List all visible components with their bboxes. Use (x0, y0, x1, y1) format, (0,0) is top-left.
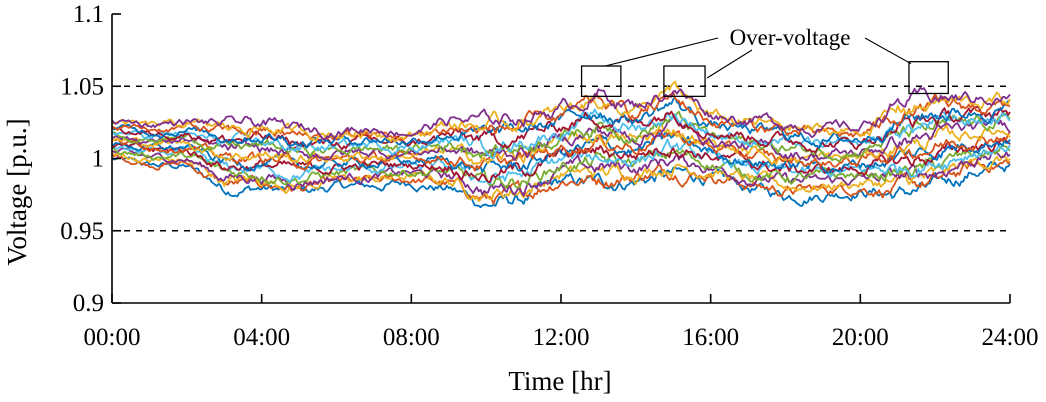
series-line-12 (111, 110, 1011, 163)
overvoltage-box-3 (908, 61, 949, 95)
x-tick-label: 16:00 (682, 324, 739, 351)
series-line-17 (111, 80, 1011, 143)
annotation-leader-3 (864, 37, 912, 65)
y-tick-label: 1.05 (60, 73, 104, 100)
y-tick-label: 1 (92, 146, 105, 173)
reference-lines (112, 85, 1010, 232)
annotation-leader-2 (706, 49, 753, 79)
series-line-8 (111, 130, 1011, 174)
series-line-18 (111, 86, 1011, 141)
series-line-3 (111, 152, 1011, 203)
y-tick-label: 1.1 (73, 1, 104, 28)
x-tick-label: 00:00 (84, 324, 141, 351)
y-axis-title: Voltage [p.u.] (2, 118, 32, 265)
series-line-5 (112, 144, 1011, 189)
y-tick-label: 0.9 (73, 290, 104, 317)
overvoltage-box-1 (580, 65, 622, 98)
x-tick-label: 04:00 (233, 324, 290, 351)
series-line-15 (111, 96, 1011, 150)
x-axis-title: Time [hr] (508, 366, 611, 396)
overvoltage-box-2 (663, 65, 706, 98)
series-line-9 (111, 128, 1011, 172)
x-tick-label: 08:00 (383, 324, 440, 351)
series-line-2 (111, 154, 1011, 205)
y-tick-label: 0.95 (60, 218, 104, 245)
annotation-leader-1 (605, 37, 719, 67)
axes: 0.9 0.95 1 1.05 1.1 00:00 04:00 08:00 12:00 16:00… (60, 1, 1038, 351)
x-tick-label: 24:00 (982, 324, 1039, 351)
x-tick-label: 12:00 (533, 324, 590, 351)
series-layer (111, 80, 1011, 209)
series-line-14 (111, 105, 1011, 154)
annotation-label: Over-voltage (730, 25, 851, 50)
annotation-layer: Over-voltage (580, 25, 949, 98)
x-tick-label: 20:00 (832, 324, 889, 351)
